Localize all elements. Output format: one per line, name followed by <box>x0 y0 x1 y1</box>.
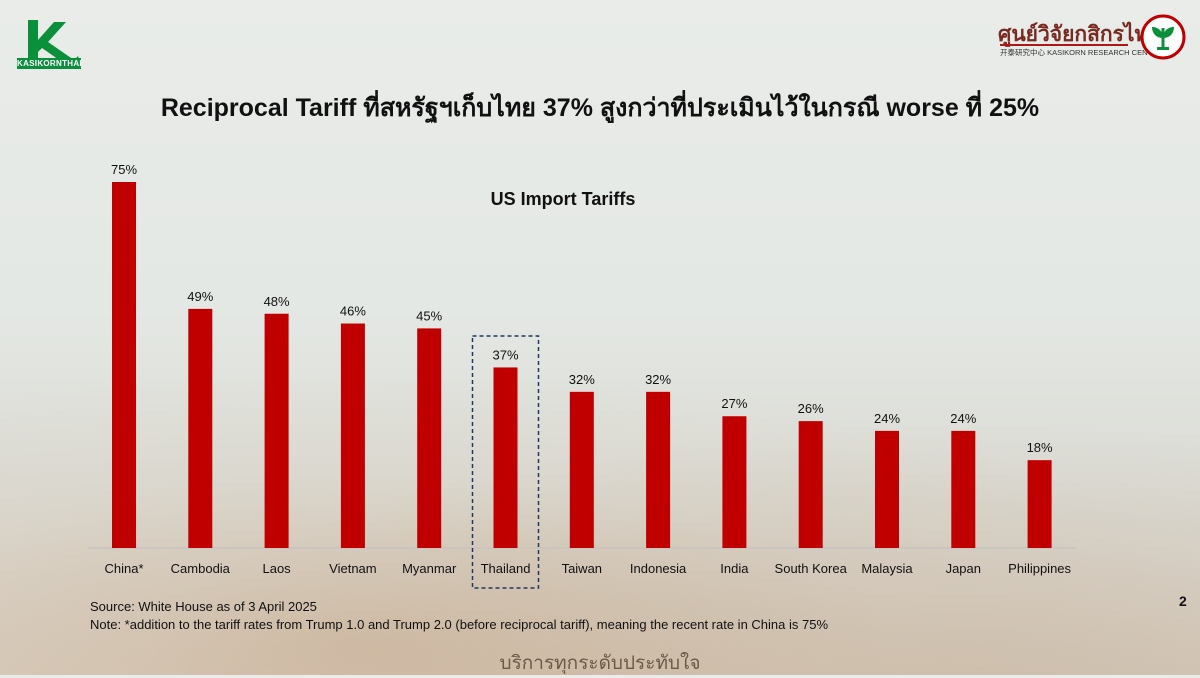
logo-right-thai: ศูนย์วิจัยกสิกรไทย <box>998 23 1161 46</box>
value-label: 26% <box>798 401 824 416</box>
value-label: 24% <box>950 411 976 426</box>
page-number: 2 <box>1179 593 1187 609</box>
category-label: India <box>720 561 749 576</box>
value-label: 46% <box>340 304 366 319</box>
kasikornthai-logo-icon <box>28 20 80 62</box>
value-label: 32% <box>569 372 595 387</box>
value-label: 27% <box>721 396 747 411</box>
bar-myanmar <box>417 328 442 548</box>
bar-malaysia <box>875 430 899 548</box>
value-label: 24% <box>874 411 900 426</box>
footnote: Note: *addition to the tariff rates from… <box>90 617 829 632</box>
bar-philippines <box>1027 460 1052 548</box>
category-label: China* <box>104 561 143 576</box>
source-note: Source: White House as of 3 April 2025 <box>90 599 317 614</box>
value-label: 49% <box>187 289 213 304</box>
category-label: Myanmar <box>402 561 457 576</box>
bar-thailand <box>493 367 518 548</box>
category-label: Taiwan <box>562 561 602 576</box>
category-label: Malaysia <box>861 561 913 576</box>
tariff-bar-chart: US Import Tariffs 75% China* 49% Cambodia 48… <box>88 162 1076 589</box>
bar-south-korea <box>798 421 823 548</box>
bar-japan <box>951 430 976 548</box>
bar-cambodia <box>188 308 213 548</box>
chart-title: US Import Tariffs <box>491 189 636 209</box>
kbank-seal-icon <box>1140 14 1186 60</box>
value-label: 37% <box>492 347 518 362</box>
category-label: Japan <box>946 561 981 576</box>
footer-tagline: บริการทุกระดับประทับใจ <box>499 653 701 674</box>
category-label: Philippines <box>1008 561 1071 576</box>
bar-china <box>112 182 136 548</box>
category-label: South Korea <box>775 561 848 576</box>
bar-vietnam <box>340 323 365 548</box>
category-label: Laos <box>262 561 291 576</box>
value-label: 18% <box>1027 440 1053 455</box>
category-label: Thailand <box>481 561 531 576</box>
value-label: 75% <box>111 162 137 177</box>
logo-right-subtitle: 开泰研究中心 KASIKORN RESEARCH CENTER <box>1000 48 1163 57</box>
category-label: Vietnam <box>329 561 376 576</box>
logo-left-text: KASIKORNTHAI <box>17 58 82 69</box>
value-label: 45% <box>416 308 442 323</box>
bar-taiwan <box>569 391 594 548</box>
bar-india <box>722 416 747 548</box>
slide-title: Reciprocal Tariff ที่สหรัฐฯเก็บไทย 37% ส… <box>160 94 1040 122</box>
highlight-box-thailand <box>471 335 540 589</box>
category-label: Cambodia <box>171 561 231 576</box>
bar-laos <box>264 313 289 548</box>
value-label: 32% <box>645 372 671 387</box>
logo-right-divider <box>1000 44 1128 46</box>
value-label: 48% <box>264 294 290 309</box>
bar-indonesia <box>646 391 671 548</box>
category-label: Indonesia <box>630 561 687 576</box>
